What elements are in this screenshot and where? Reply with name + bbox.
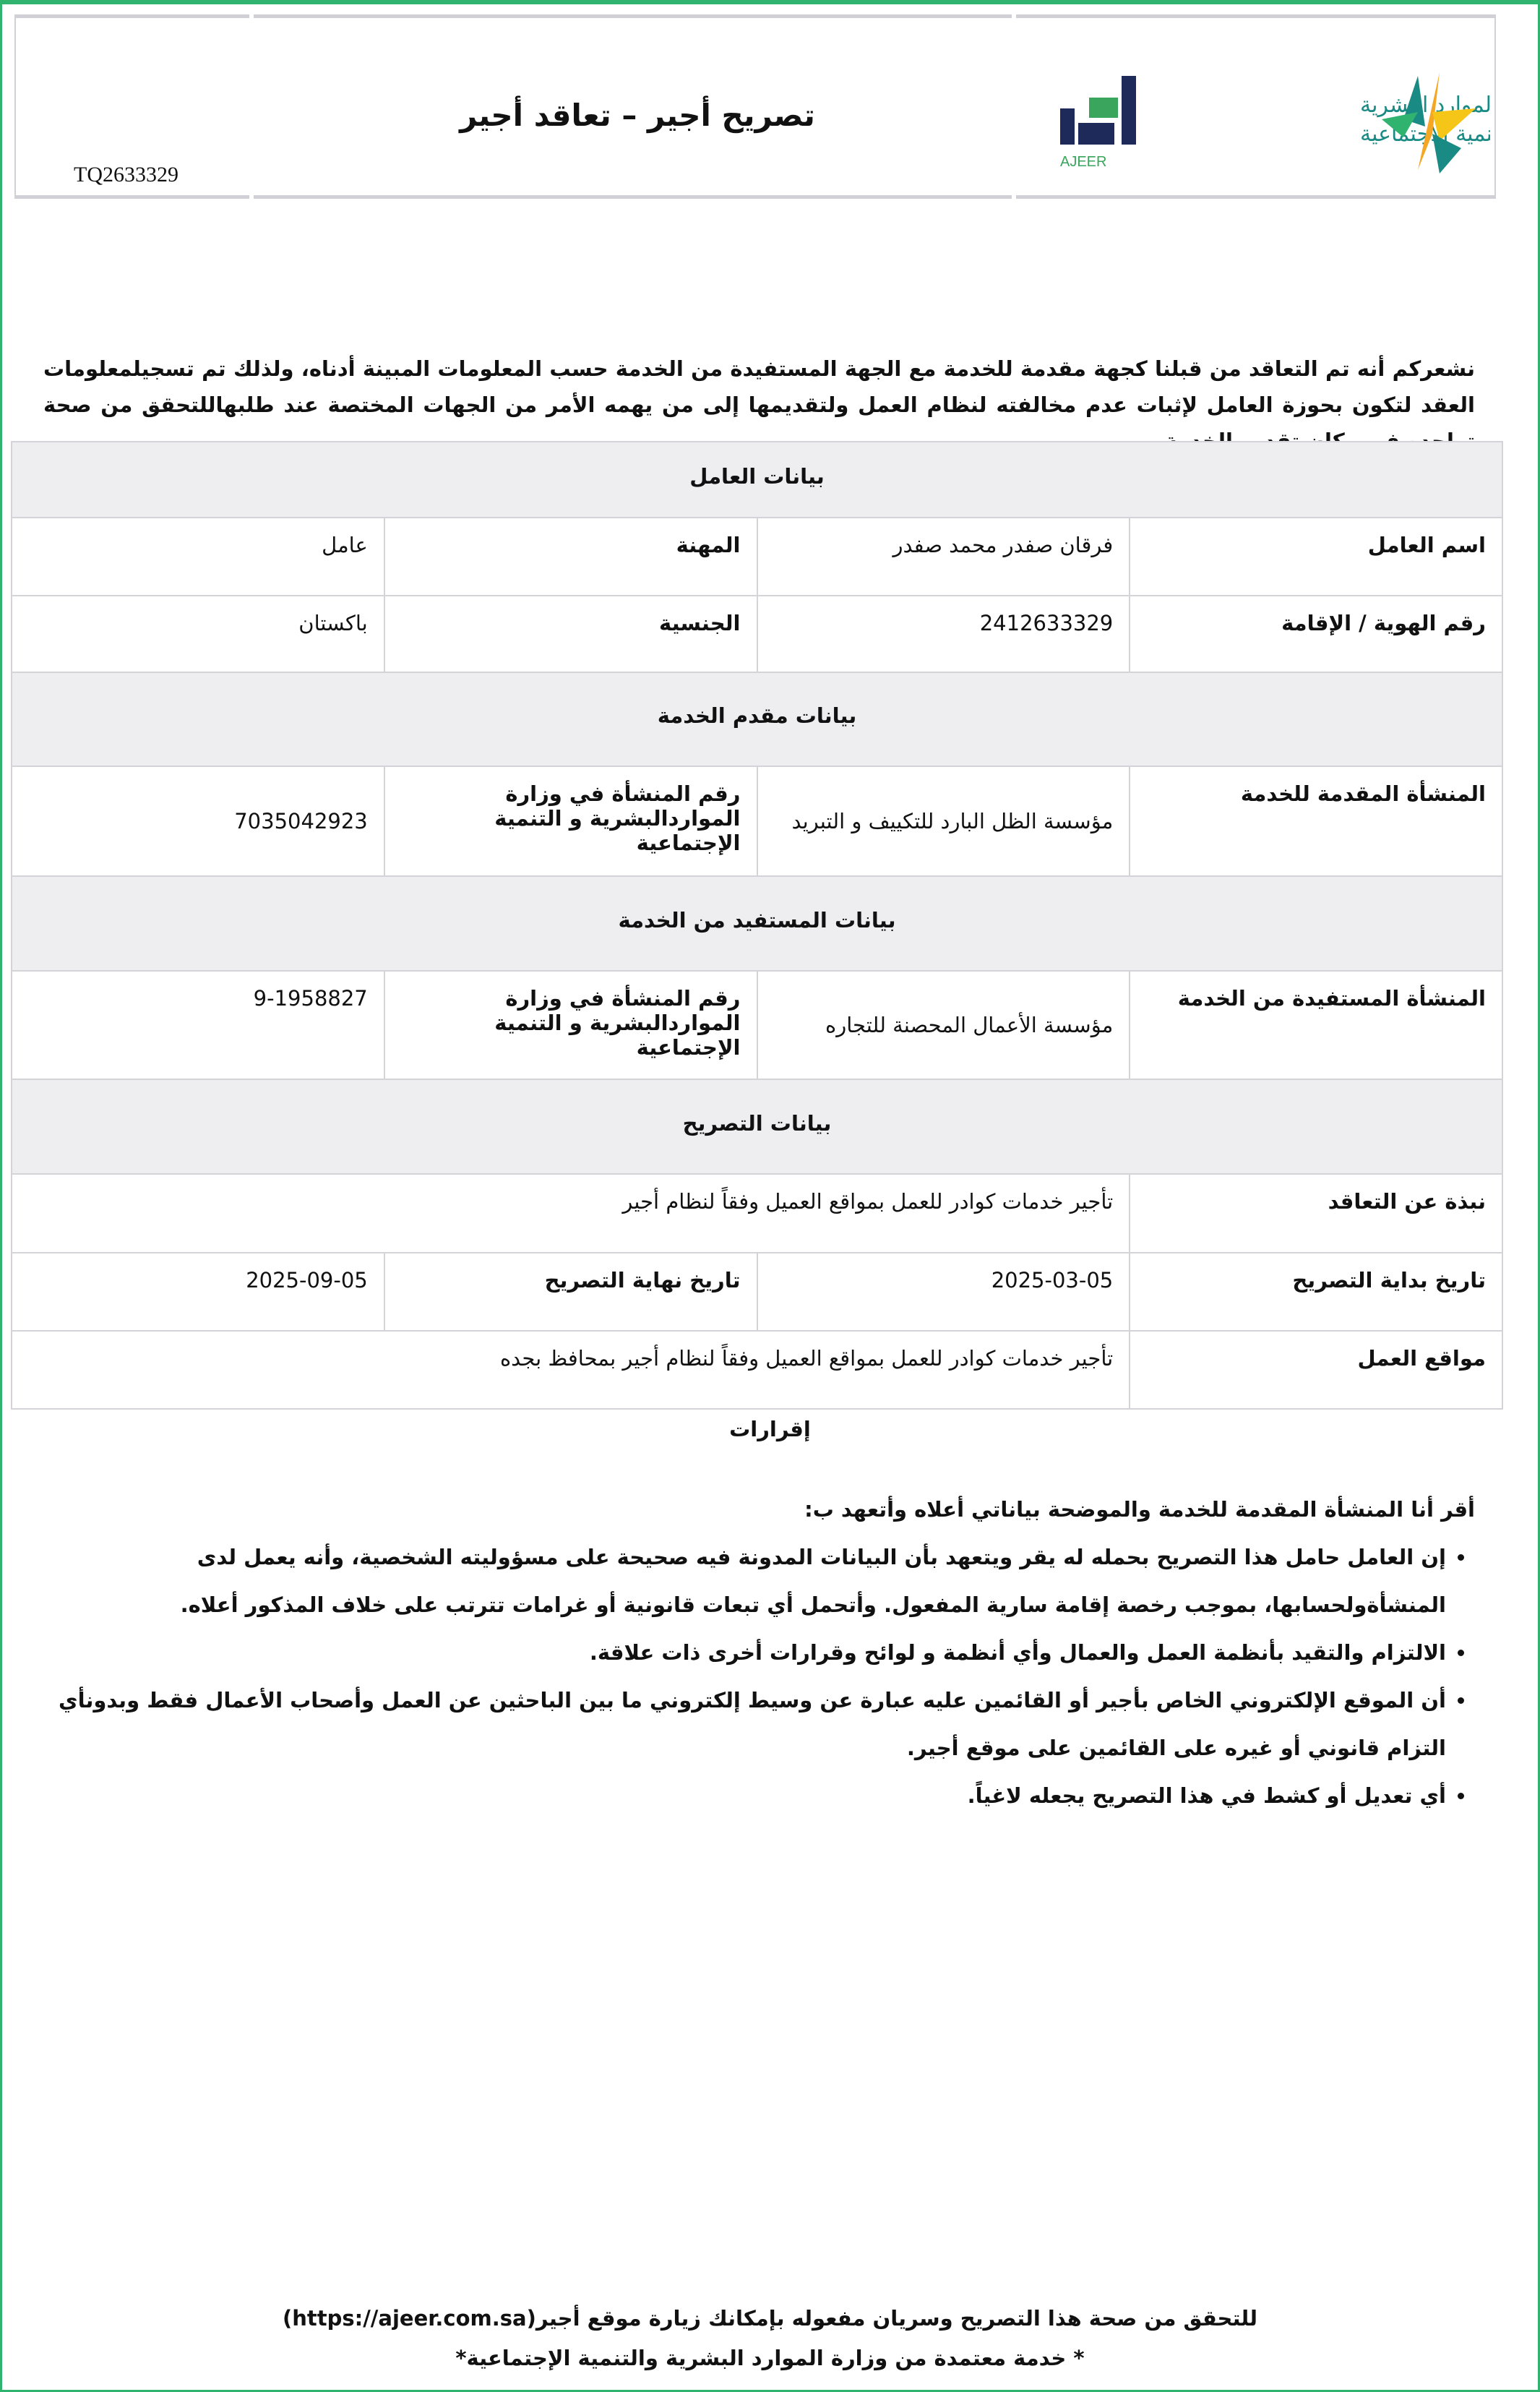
provider-num-label: رقم المنشأة في وزارة المواردالبشرية و ال… — [383, 766, 758, 877]
nationality: باكستان — [11, 595, 385, 673]
work-sites: تأجير خدمات كوادر للعمل بمواقع العميل وف… — [10, 1330, 1131, 1410]
provider-org: مؤسسة الظل البارد للتكييف و التبريد — [756, 766, 1131, 877]
ministry-logo: الموارد البشرية والتنمية الاجتماعية — [1360, 72, 1490, 173]
profession-label: المهنة — [383, 517, 758, 596]
worker-id: 2412633329 — [756, 595, 1131, 673]
verification-note: للتحقق من صحة هذا التصريح وسريان مفعوله … — [282, 2306, 1258, 2331]
svg-text:الموارد البشرية: الموارد البشرية — [1360, 93, 1490, 118]
provider-org-label: المنشأة المقدمة للخدمة — [1129, 766, 1503, 877]
end-date-label: تاريخ نهاية التصريح — [383, 1252, 758, 1332]
declarations: أقر أنا المنشأة المقدمة للخدمة والموضحة … — [58, 1486, 1475, 1819]
worker-name: فرقان صفدر محمد صفدر — [756, 517, 1131, 596]
declaration-item: إن العامل حامل هذا التصريح بحمله له يقر … — [58, 1533, 1446, 1629]
profession: عامل — [11, 517, 385, 596]
document-header: تصريح أجير – تعاقد أجير TQ2633329 AJEER … — [14, 14, 1496, 199]
beneficiary-section-header: بيانات المستفيد من الخدمة — [11, 875, 1503, 972]
worker-id-label: رقم الهوية / الإقامة — [1129, 595, 1503, 673]
worker-section-header: بيانات العامل — [11, 441, 1503, 518]
declaration-item: أن الموقع الإلكتروني الخاص بأجير أو القا… — [58, 1676, 1446, 1772]
end-date: 2025-09-05 — [11, 1252, 385, 1332]
work-sites-label: مواقع العمل — [1129, 1330, 1503, 1410]
page-title: تصريح أجير – تعاقد أجير — [460, 98, 815, 133]
permit-section-header: بيانات التصريح — [11, 1079, 1503, 1175]
provider-num: 7035042923 — [11, 766, 385, 877]
declaration-item: الالتزام والتقيد بأنظمة العمل والعمال وأ… — [58, 1629, 1446, 1676]
beneficiary-num: 9-1958827 — [11, 970, 385, 1080]
beneficiary-org-label: المنشأة المستفيدة من الخدمة — [1129, 970, 1503, 1080]
intro-paragraph: نشعركم أنه تم التعاقد من قبلنا كجهة مقدم… — [43, 356, 1475, 453]
declaration-item: أي تعديل أو كشط في هذا التصريح يجعله لاغ… — [58, 1772, 1446, 1819]
worker-name-label: اسم العامل — [1129, 517, 1503, 596]
declarations-title: إقرارات — [729, 1417, 811, 1441]
summary-label: نبذة عن التعاقد — [1129, 1173, 1503, 1253]
svg-text:AJEER: AJEER — [1060, 154, 1106, 170]
contract-summary: تأجير خدمات كوادر للعمل بمواقع العميل وف… — [10, 1173, 1131, 1253]
reference-number: TQ2633329 — [74, 163, 178, 187]
start-date: 2025-03-05 — [756, 1252, 1131, 1332]
beneficiary-num-label: رقم المنشأة في وزارة المواردالبشرية و ال… — [383, 970, 758, 1080]
provider-section-header: بيانات مقدم الخدمة — [11, 672, 1503, 767]
declarations-lead: أقر أنا المنشأة المقدمة للخدمة والموضحة … — [804, 1497, 1475, 1522]
ajeer-logo: AJEER — [1060, 76, 1136, 170]
permit-details-table: بيانات العامل اسم العامل فرقان صفدر محمد … — [10, 441, 1503, 1410]
nationality-label: الجنسية — [383, 595, 758, 673]
ministry-note: * خدمة معتمدة من وزارة الموارد البشرية و… — [455, 2346, 1085, 2370]
beneficiary-org: مؤسسة الأعمال المحصنة للتجاره — [756, 970, 1131, 1080]
start-date-label: تاريخ بداية التصريح — [1129, 1252, 1503, 1332]
